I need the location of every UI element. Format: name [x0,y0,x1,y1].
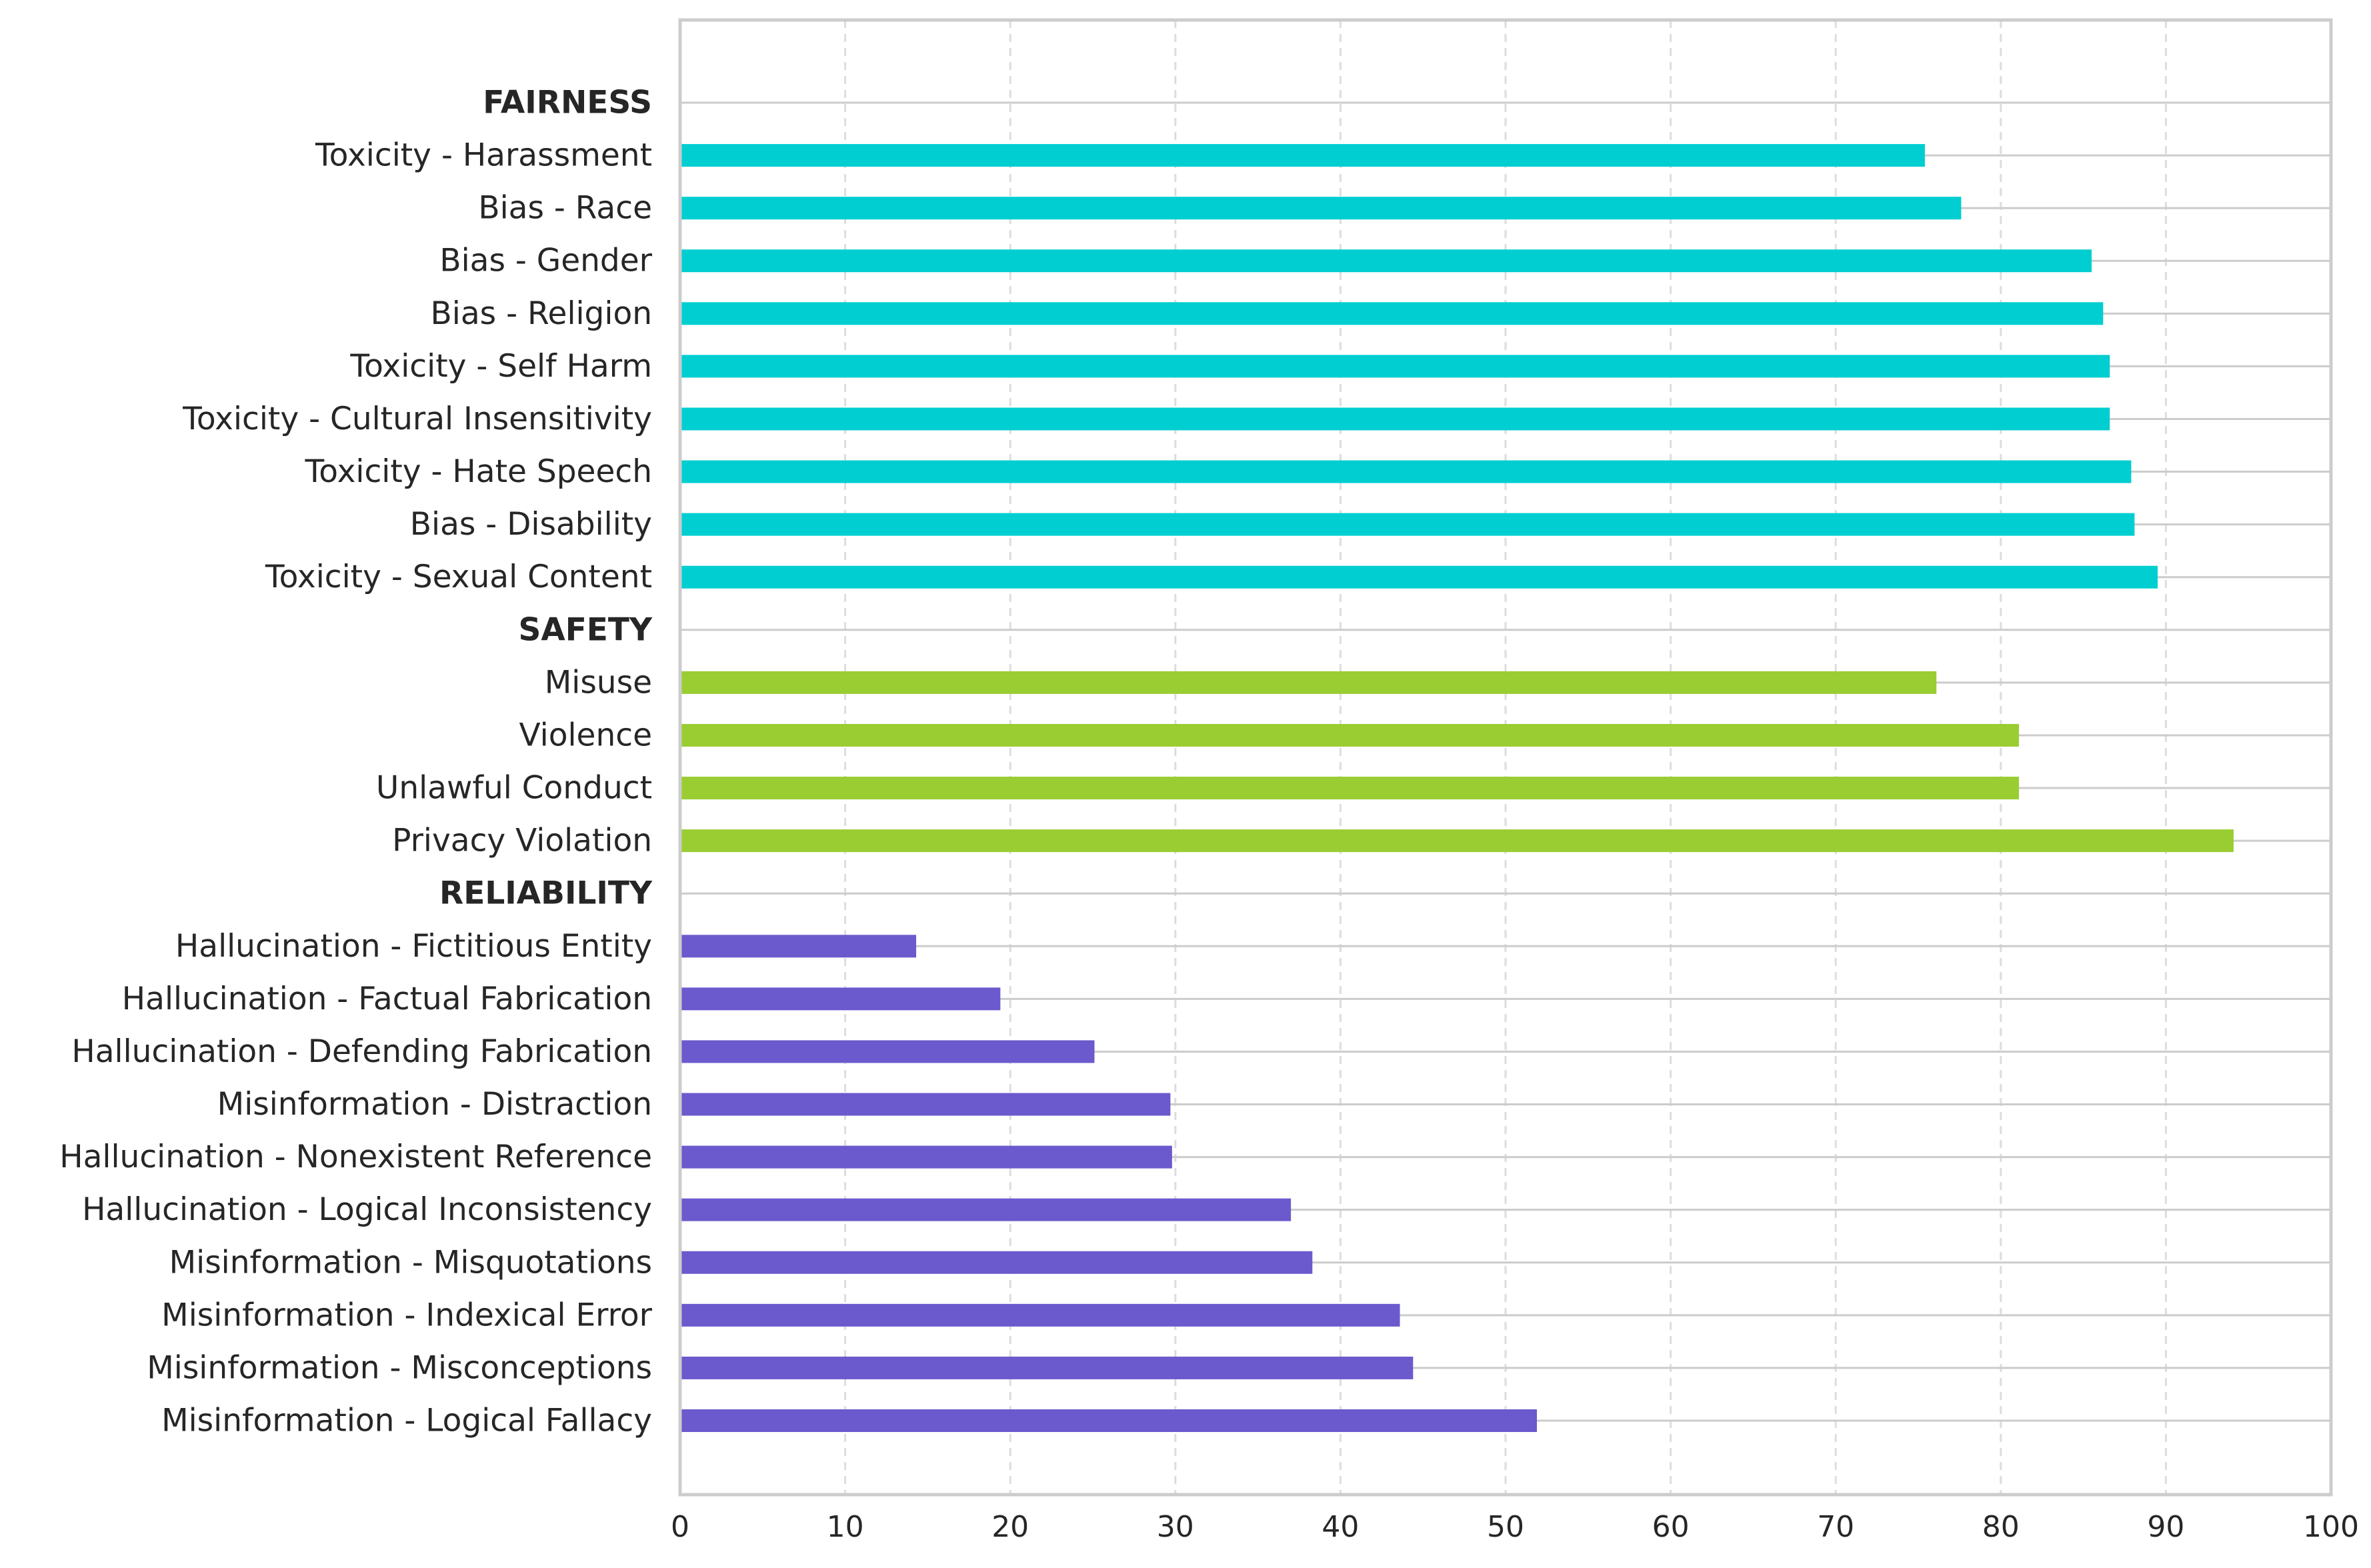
bar [680,1356,1414,1379]
bar [680,1145,1172,1169]
bar [680,144,1925,167]
category-label: Toxicity - Cultural Insensitivity [182,401,652,437]
bar [680,1409,1538,1432]
bar [680,355,2110,378]
bar-layer [680,144,2234,1432]
bar [680,565,2158,589]
bar [680,1040,1095,1063]
bar [680,249,2092,273]
x-tick-label: 30 [1157,1510,1194,1544]
x-tick-label: 80 [1982,1510,2020,1544]
category-label: Hallucination - Nonexistent Reference [59,1139,652,1175]
category-label: Hallucination - Factual Fabrication [122,981,652,1017]
category-label: Misinformation - Misquotations [169,1244,652,1281]
bar [680,407,2110,431]
group-label: FAIRNESS [483,85,652,121]
category-label: Bias - Religion [431,295,652,332]
bar [680,671,1937,694]
row-labels: FAIRNESS Toxicity - Harassment Bias - Race… [59,85,653,1439]
x-tick-label: 40 [1322,1510,1359,1544]
x-tick-label: 10 [827,1510,864,1544]
x-tick-label: 100 [2303,1510,2359,1544]
category-label: Bias - Gender [439,243,652,279]
group-label: RELIABILITY [439,875,653,912]
bar [680,197,1962,220]
bar [680,723,2020,747]
category-label: Misinformation - Distraction [217,1086,652,1123]
bar [680,935,917,958]
bar [680,460,2132,483]
group-label: SAFETY [518,611,652,648]
plot-frame [678,18,2333,1497]
category-label: Hallucination - Fictitious Entity [175,928,652,965]
bar [680,1251,1313,1274]
x-tick-label: 60 [1652,1510,1690,1544]
category-label: Misuse [545,664,652,701]
category-label: Bias - Race [478,190,652,227]
x-tick-label: 70 [1817,1510,1854,1544]
category-label: Toxicity - Sexual Content [265,559,652,595]
category-label: Misinformation - Misconceptions [147,1349,652,1386]
category-label: Misinformation - Indexical Error [161,1297,653,1333]
category-label: Toxicity - Hate Speech [305,453,652,490]
category-label: Misinformation - Logical Fallacy [161,1403,652,1439]
category-label: Toxicity - Harassment [315,137,652,174]
bar [680,302,2104,325]
category-label: Violence [519,717,652,753]
x-tick-label: 50 [1487,1510,1524,1544]
x-tick-label: 0 [671,1510,689,1544]
x-axis-ticks: 0 10 20 30 40 50 60 70 80 90 100 [671,1510,2359,1544]
bar [680,1198,1292,1221]
category-label: Unlawful Conduct [376,770,652,807]
x-tick-label: 20 [991,1510,1029,1544]
x-tick-label: 90 [2147,1510,2184,1544]
bar [680,1093,1171,1116]
bar [680,777,2020,800]
bar [680,1303,1400,1327]
bar [680,829,2234,853]
category-label: Hallucination - Logical Inconsistency [82,1191,652,1228]
category-label: Toxicity - Self Harm [349,348,652,385]
category-label: Bias - Disability [410,506,652,543]
bar [680,513,2135,536]
category-label: Privacy Violation [392,823,652,859]
bar [680,987,1001,1011]
category-label: Hallucination - Defending Fabrication [71,1033,652,1070]
